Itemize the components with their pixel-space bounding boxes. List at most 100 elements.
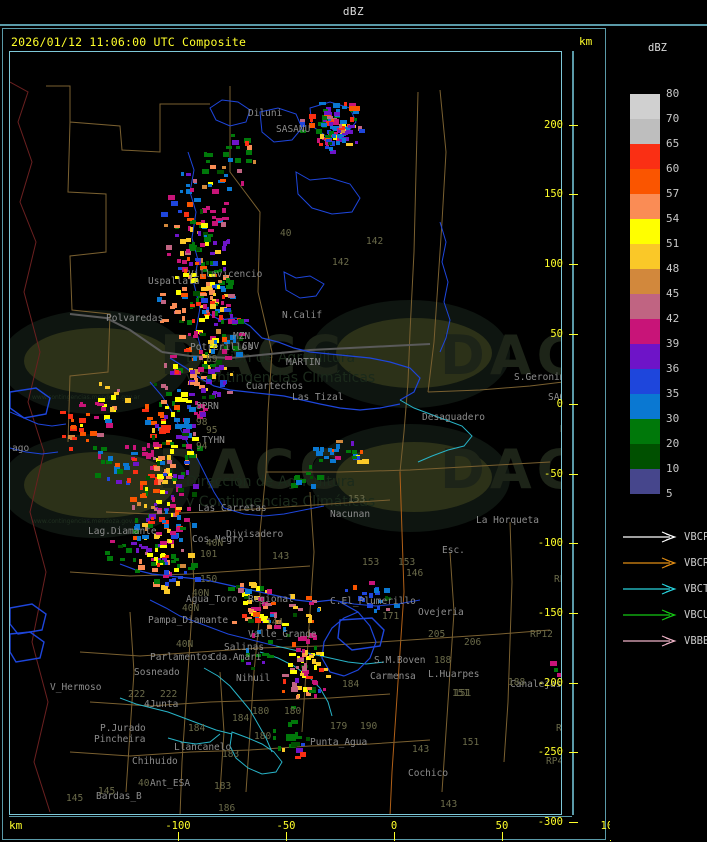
radar-echo-cell bbox=[210, 165, 216, 169]
colorbar-swatch[interactable] bbox=[630, 319, 660, 344]
radar-echo-cell bbox=[325, 146, 329, 149]
radar-echo-cell bbox=[147, 417, 153, 420]
radar-echo-cell bbox=[200, 333, 206, 336]
radar-echo-cell bbox=[194, 198, 201, 202]
radar-echo-cell bbox=[203, 269, 208, 272]
radar-echo-cell bbox=[175, 276, 179, 279]
lake bbox=[295, 171, 361, 215]
radar-echo-cell bbox=[224, 294, 228, 297]
place-label: Nihuil bbox=[236, 673, 271, 684]
radar-echo-cell bbox=[152, 428, 155, 433]
colorbar-swatch[interactable] bbox=[630, 344, 660, 369]
place-label: Uspallata bbox=[148, 276, 200, 287]
colorbar-swatch[interactable] bbox=[630, 219, 660, 244]
radar-echo-cell bbox=[190, 424, 196, 428]
radar-echo-cell bbox=[105, 551, 110, 555]
colorbar-swatch[interactable] bbox=[630, 294, 660, 319]
radar-echo-cell bbox=[170, 449, 174, 454]
radar-echo-cell bbox=[105, 386, 110, 389]
colorbar-tick-label: 39 bbox=[666, 337, 680, 350]
y-axis-tick-mark bbox=[569, 613, 578, 614]
radar-echo-cell bbox=[115, 463, 120, 467]
route-label: 186 bbox=[218, 803, 236, 814]
radar-echo-cell bbox=[194, 412, 198, 415]
province-border bbox=[441, 551, 455, 793]
radar-echo-cell bbox=[198, 231, 201, 236]
radar-echo-cell bbox=[159, 517, 165, 522]
radar-echo-cell bbox=[312, 659, 316, 664]
radar-echo-cell bbox=[342, 138, 346, 143]
route-label: 153 bbox=[362, 557, 380, 568]
colorbar-swatch[interactable] bbox=[630, 419, 660, 444]
radar-echo-cell bbox=[345, 589, 348, 592]
storm-track-legend-item[interactable]: VBCP bbox=[616, 525, 707, 551]
radar-echo-cell bbox=[69, 447, 73, 451]
radar-echo-cell bbox=[193, 432, 196, 436]
radar-echo-cell bbox=[296, 686, 302, 690]
radar-echo-cell bbox=[154, 383, 157, 386]
radar-echo-cell bbox=[161, 542, 167, 547]
route-label: 40N bbox=[206, 538, 224, 549]
radar-echo-cell bbox=[162, 520, 166, 523]
radar-echo-cell bbox=[296, 736, 302, 739]
colorbar-swatch[interactable] bbox=[630, 194, 660, 219]
route-label: 146 bbox=[406, 568, 424, 579]
rio-atuel bbox=[149, 599, 277, 647]
radar-echo-cell bbox=[237, 169, 242, 173]
colorbar-tick-label: 57 bbox=[666, 187, 680, 200]
radar-echo-cell bbox=[231, 134, 235, 137]
colorbar-swatch[interactable] bbox=[630, 269, 660, 294]
radar-echo-cell bbox=[193, 484, 199, 489]
radar-echo-cell bbox=[296, 748, 303, 753]
colorbar-swatch[interactable] bbox=[630, 369, 660, 394]
colorbar-swatch-stack[interactable] bbox=[630, 94, 660, 494]
radar-echo-cell bbox=[205, 352, 208, 355]
colorbar-swatch[interactable] bbox=[630, 119, 660, 144]
radar-echo-cell bbox=[317, 138, 320, 143]
radar-echo-cell bbox=[368, 604, 373, 608]
radar-echo-cell bbox=[194, 331, 198, 335]
place-label: Ant_ESA bbox=[150, 778, 191, 789]
x-axis-tick-mark bbox=[178, 832, 179, 841]
radar-echo-cell bbox=[133, 558, 136, 562]
storm-track-legend-item[interactable]: VBBB bbox=[616, 629, 707, 655]
place-label: Las Tizal bbox=[292, 392, 344, 403]
colorbar-swatch[interactable] bbox=[630, 444, 660, 469]
route-label: 180 bbox=[254, 731, 272, 742]
storm-track-legend-item[interactable]: VBCT bbox=[616, 577, 707, 603]
radar-echo-cell bbox=[217, 392, 221, 397]
radar-echo-cell bbox=[154, 503, 157, 506]
radar-echo-cell bbox=[221, 320, 224, 324]
watermark-line2: y Contingencias Climáticas bbox=[186, 494, 376, 510]
colorbar-swatch[interactable] bbox=[630, 94, 660, 119]
radar-echo-cell bbox=[192, 492, 197, 497]
storm-track-legend-item[interactable]: VBCU bbox=[616, 603, 707, 629]
colorbar-swatch[interactable] bbox=[630, 394, 660, 419]
radar-echo-cell bbox=[210, 301, 215, 304]
colorbar-swatch[interactable] bbox=[630, 144, 660, 169]
radar-echo-cell bbox=[557, 673, 561, 677]
radar-echo-cell bbox=[154, 508, 157, 511]
river bbox=[275, 645, 385, 665]
radar-echo-cell bbox=[314, 646, 317, 650]
radar-echo-cell bbox=[288, 663, 293, 667]
radar-echo-cell bbox=[320, 652, 324, 656]
colorbar-swatch[interactable] bbox=[630, 469, 660, 494]
place-label: Llancanelo bbox=[174, 742, 232, 753]
colorbar-swatch[interactable] bbox=[630, 169, 660, 194]
radar-echo-cell bbox=[236, 146, 240, 149]
colorbar-swatch[interactable] bbox=[630, 244, 660, 269]
radar-echo-cell bbox=[256, 654, 261, 657]
radar-echo-cell bbox=[132, 458, 137, 461]
radar-echo-cell bbox=[248, 619, 254, 623]
radar-echo-cell bbox=[97, 433, 104, 437]
radar-echo-cell bbox=[267, 589, 272, 594]
radar-echo-cell bbox=[262, 616, 268, 619]
radar-echo-cell bbox=[309, 114, 316, 119]
radar-echo-cell bbox=[217, 170, 224, 174]
storm-track-legend-item[interactable]: VBCR bbox=[616, 551, 707, 577]
radar-echo-cell bbox=[388, 597, 391, 600]
radar-echo-cell bbox=[80, 424, 83, 427]
radar-echo-cell bbox=[165, 582, 169, 586]
radar-map-canvas[interactable]: DACC DACC DACC DACC Dirección de Agricul… bbox=[9, 51, 562, 815]
